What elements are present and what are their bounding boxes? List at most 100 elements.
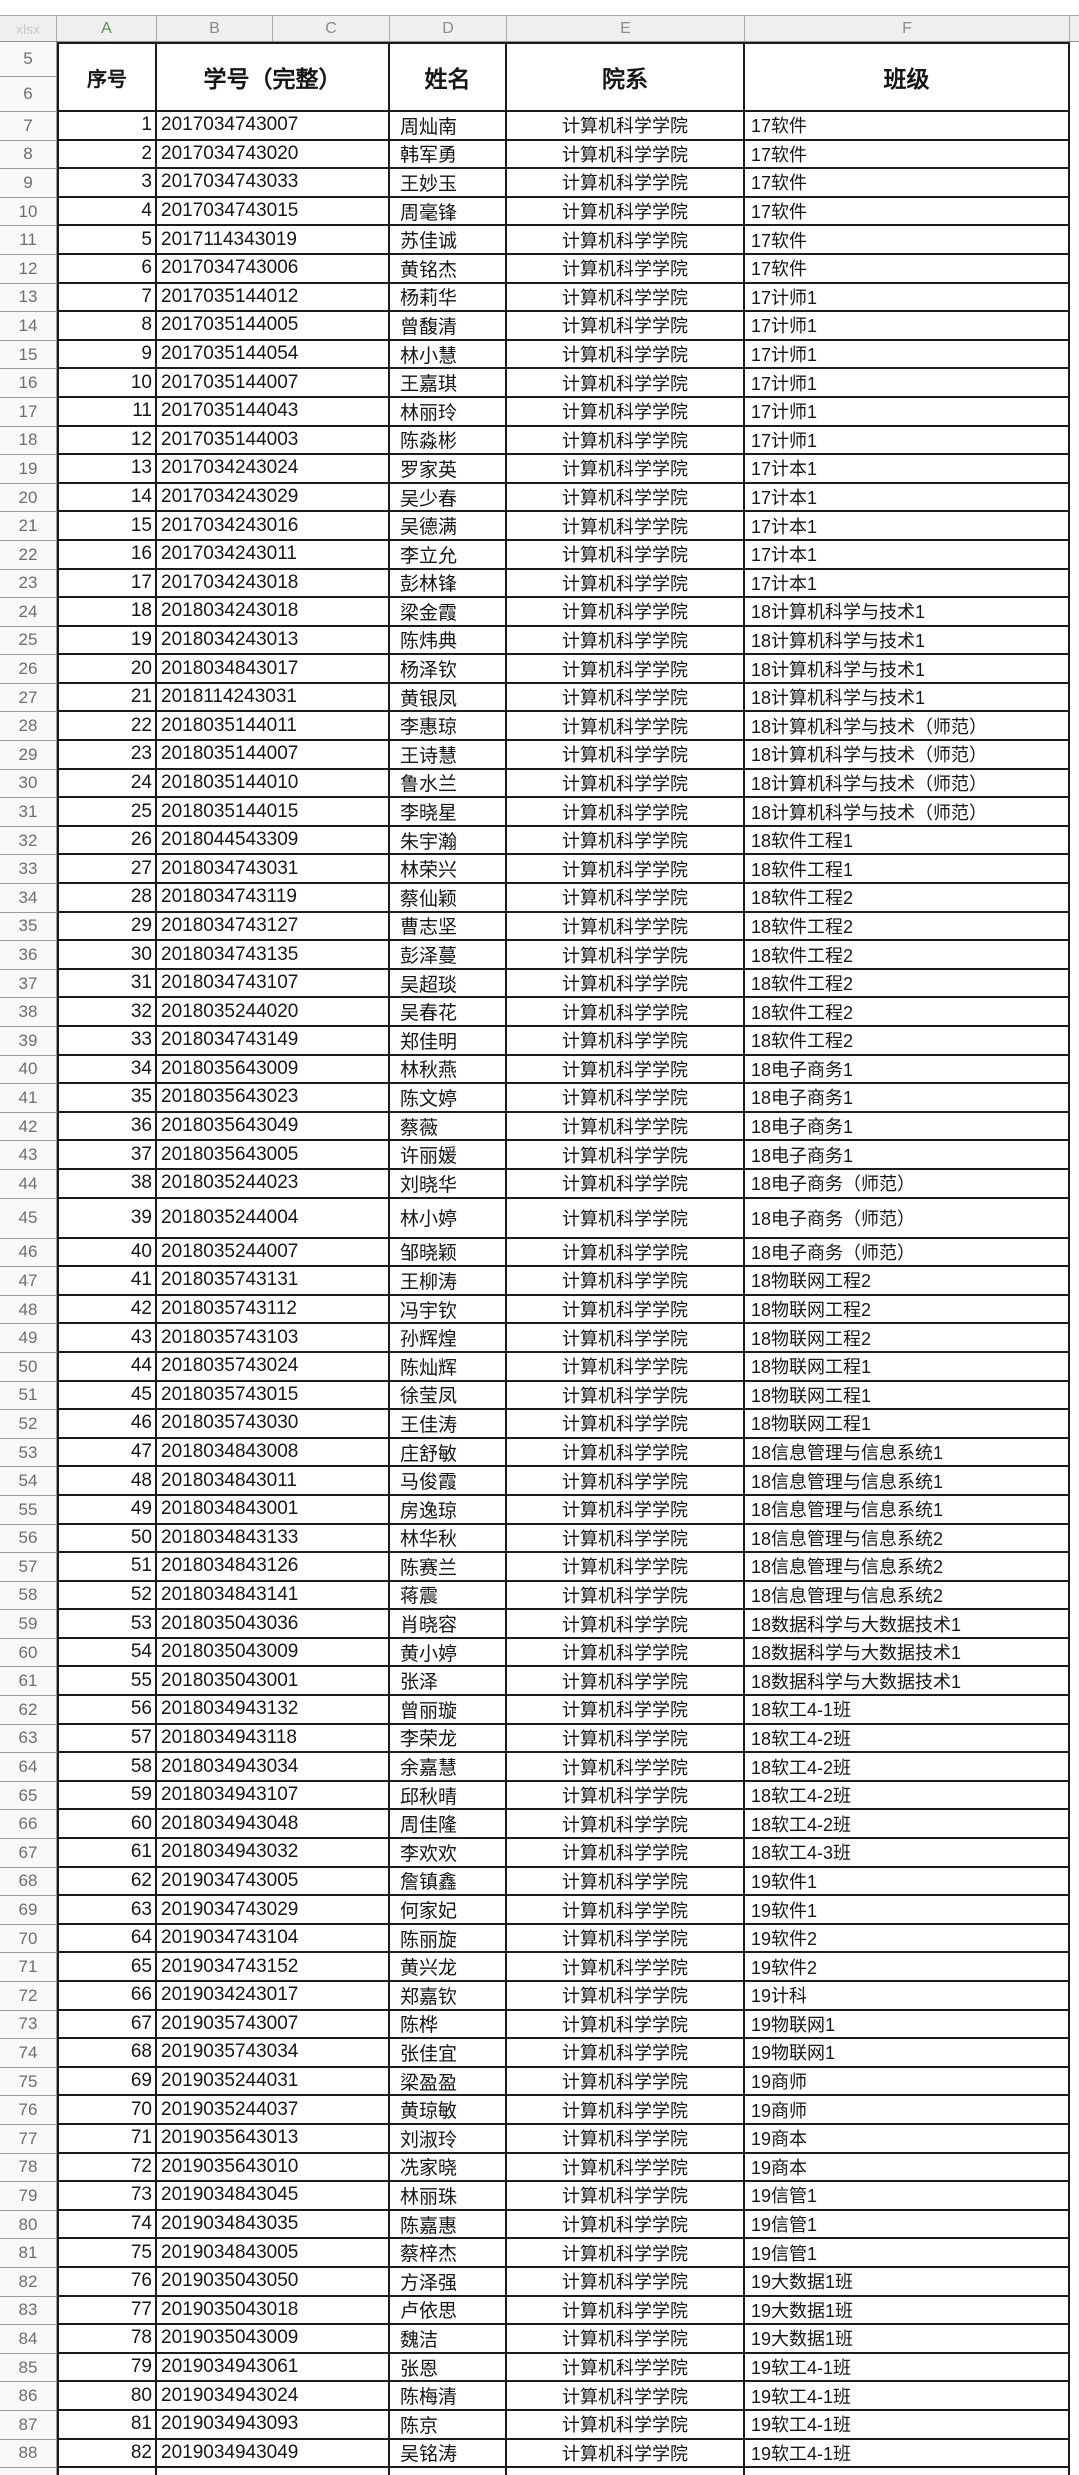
class-cell[interactable]: 18信息管理与信息系统1 (745, 1495, 1070, 1525)
student-id-cell[interactable]: 2019034843035 (157, 2210, 390, 2240)
class-cell[interactable]: 18数据科学与大数据技术1 (745, 1638, 1070, 1668)
department-cell[interactable]: 计算机科学学院 (507, 1753, 745, 1782)
class-cell[interactable]: 19软工4-1班 (745, 2439, 1070, 2469)
student-id-cell[interactable]: 2018034843141 (157, 1581, 390, 1611)
serial-cell[interactable]: 59 (57, 1781, 157, 1811)
name-cell[interactable]: 杨莉华 (390, 283, 507, 313)
department-cell[interactable]: 计算机科学学院 (507, 2353, 745, 2383)
class-cell[interactable]: 18数据科学与大数据技术1 (745, 1667, 1070, 1697)
department-cell[interactable]: 计算机科学学院 (507, 1495, 745, 1525)
row-number-cell[interactable]: 25 (0, 626, 57, 656)
department-cell[interactable]: 计算机科学学院 (507, 340, 745, 370)
row-number-cell[interactable]: 32 (0, 826, 57, 856)
column-letter-d[interactable]: D (390, 16, 507, 41)
serial-cell[interactable]: 78 (57, 2325, 157, 2354)
student-id-cell[interactable]: 2019034243017 (157, 1982, 390, 2011)
header-department[interactable]: 院系 (507, 42, 745, 112)
row-number-cell[interactable]: 37 (0, 969, 57, 999)
row-number-cell[interactable]: 14 (0, 312, 57, 341)
serial-cell[interactable]: 81 (57, 2410, 157, 2440)
name-cell[interactable]: 房逸琼 (390, 1495, 507, 1525)
class-cell[interactable]: 17计师1 (745, 426, 1070, 456)
department-cell[interactable]: 计算机科学学院 (507, 2410, 745, 2440)
class-cell[interactable]: 19计科 (745, 1982, 1070, 2011)
class-cell[interactable]: 18信息管理与信息系统1 (745, 1438, 1070, 1468)
row-number-cell[interactable]: 7 (0, 112, 57, 141)
department-cell[interactable]: 计算机科学学院 (507, 254, 745, 284)
row-number-cell[interactable]: 48 (0, 1295, 57, 1325)
name-cell[interactable]: 黄琼敏 (390, 2096, 507, 2125)
row-number-cell[interactable]: 51 (0, 1381, 57, 1411)
column-letter-f[interactable]: F (745, 16, 1070, 41)
class-cell[interactable]: 18物联网工程2 (745, 1295, 1070, 1325)
student-id-cell[interactable]: 2019034743104 (157, 1924, 390, 1954)
student-id-cell[interactable]: 2019034943061 (157, 2353, 390, 2383)
student-id-cell[interactable]: 2018035144015 (157, 798, 390, 827)
serial-cell[interactable]: 6 (57, 254, 157, 284)
serial-cell[interactable]: 80 (57, 2382, 157, 2411)
row-number-5[interactable]: 5 (0, 42, 57, 77)
header-serial[interactable]: 序号 (57, 42, 157, 112)
row-number-cell[interactable]: 53 (0, 1438, 57, 1468)
student-id-cell[interactable]: 2018034943034 (157, 1753, 390, 1782)
class-cell[interactable]: 18电子商务1 (745, 1112, 1070, 1142)
name-cell[interactable]: 黄铭杰 (390, 254, 507, 284)
student-id-cell[interactable]: 2017035144007 (157, 369, 390, 398)
serial-cell[interactable]: 69 (57, 2067, 157, 2097)
row-number-cell[interactable]: 34 (0, 884, 57, 913)
class-cell[interactable]: 19软工4-1班 (745, 2382, 1070, 2411)
department-cell[interactable]: 计算机科学学院 (507, 912, 745, 942)
class-cell[interactable]: 18软件工程2 (745, 1027, 1070, 1056)
name-cell[interactable]: 李欢欢 (390, 1839, 507, 1868)
department-cell[interactable]: 计算机科学学院 (507, 2039, 745, 2068)
row-number-cell[interactable]: 60 (0, 1638, 57, 1668)
serial-cell[interactable]: 9 (57, 340, 157, 370)
serial-cell[interactable]: 38 (57, 1169, 157, 1199)
class-cell[interactable]: 17软件 (745, 169, 1070, 198)
serial-cell[interactable]: 49 (57, 1495, 157, 1525)
student-id-cell[interactable]: 2017034243016 (157, 512, 390, 541)
class-cell[interactable]: 17计师1 (745, 312, 1070, 341)
name-cell[interactable]: 梁盈盈 (390, 2067, 507, 2097)
class-cell[interactable]: 18计算机科学与技术1 (745, 626, 1070, 656)
serial-cell[interactable]: 27 (57, 855, 157, 885)
row-number-cell[interactable]: 75 (0, 2067, 57, 2097)
serial-cell[interactable]: 67 (57, 2010, 157, 2040)
serial-cell[interactable]: 65 (57, 1953, 157, 1982)
department-cell[interactable]: 计算机科学学院 (507, 1696, 745, 1725)
student-id-cell[interactable]: 2019034743029 (157, 1896, 390, 1925)
serial-cell[interactable]: 28 (57, 884, 157, 913)
name-cell[interactable]: 余嘉慧 (390, 1753, 507, 1782)
class-cell[interactable]: 19物联网1 (745, 2010, 1070, 2040)
name-cell[interactable]: 邱秋晴 (390, 1781, 507, 1811)
department-cell[interactable]: 计算机科学学院 (507, 1467, 745, 1496)
student-id-cell[interactable]: 2018035244023 (157, 1169, 390, 1199)
department-cell[interactable]: 计算机科学学院 (507, 1667, 745, 1697)
name-cell[interactable]: 陈灿辉 (390, 1352, 507, 1382)
department-cell[interactable]: 计算机科学学院 (507, 1352, 745, 1382)
row-number-cell[interactable]: 63 (0, 1724, 57, 1754)
name-cell[interactable]: 王妙玉 (390, 169, 507, 198)
serial-cell[interactable]: 40 (57, 1238, 157, 1268)
serial-cell[interactable]: 13 (57, 455, 157, 484)
name-cell[interactable]: 彭林锋 (390, 569, 507, 599)
name-cell[interactable]: 陈淼彬 (390, 426, 507, 456)
department-cell[interactable]: 计算机科学学院 (507, 2267, 745, 2297)
row-number-cell[interactable]: 36 (0, 941, 57, 970)
serial-cell[interactable]: 43 (57, 1324, 157, 1353)
serial-cell[interactable]: 50 (57, 1524, 157, 1554)
department-cell[interactable]: 计算机科学学院 (507, 769, 745, 799)
department-cell[interactable]: 计算机科学学院 (507, 1810, 745, 1840)
row-number-cell[interactable]: 38 (0, 998, 57, 1027)
row-number-cell[interactable]: 8 (0, 140, 57, 170)
department-cell[interactable]: 计算机科学学院 (507, 1027, 745, 1056)
department-cell[interactable]: 计算机科学学院 (507, 1267, 745, 1296)
name-cell[interactable]: 林华秋 (390, 1524, 507, 1554)
row-number-cell[interactable]: 62 (0, 1696, 57, 1725)
row-number-cell[interactable]: 65 (0, 1781, 57, 1811)
class-cell[interactable]: 17计本1 (745, 569, 1070, 599)
department-cell[interactable]: 计算机科学学院 (507, 540, 745, 570)
class-cell[interactable]: 18软工4-3班 (745, 1839, 1070, 1868)
department-cell[interactable]: 计算机科学学院 (507, 1638, 745, 1668)
class-cell[interactable]: 19软工4-1班 (745, 2410, 1070, 2440)
